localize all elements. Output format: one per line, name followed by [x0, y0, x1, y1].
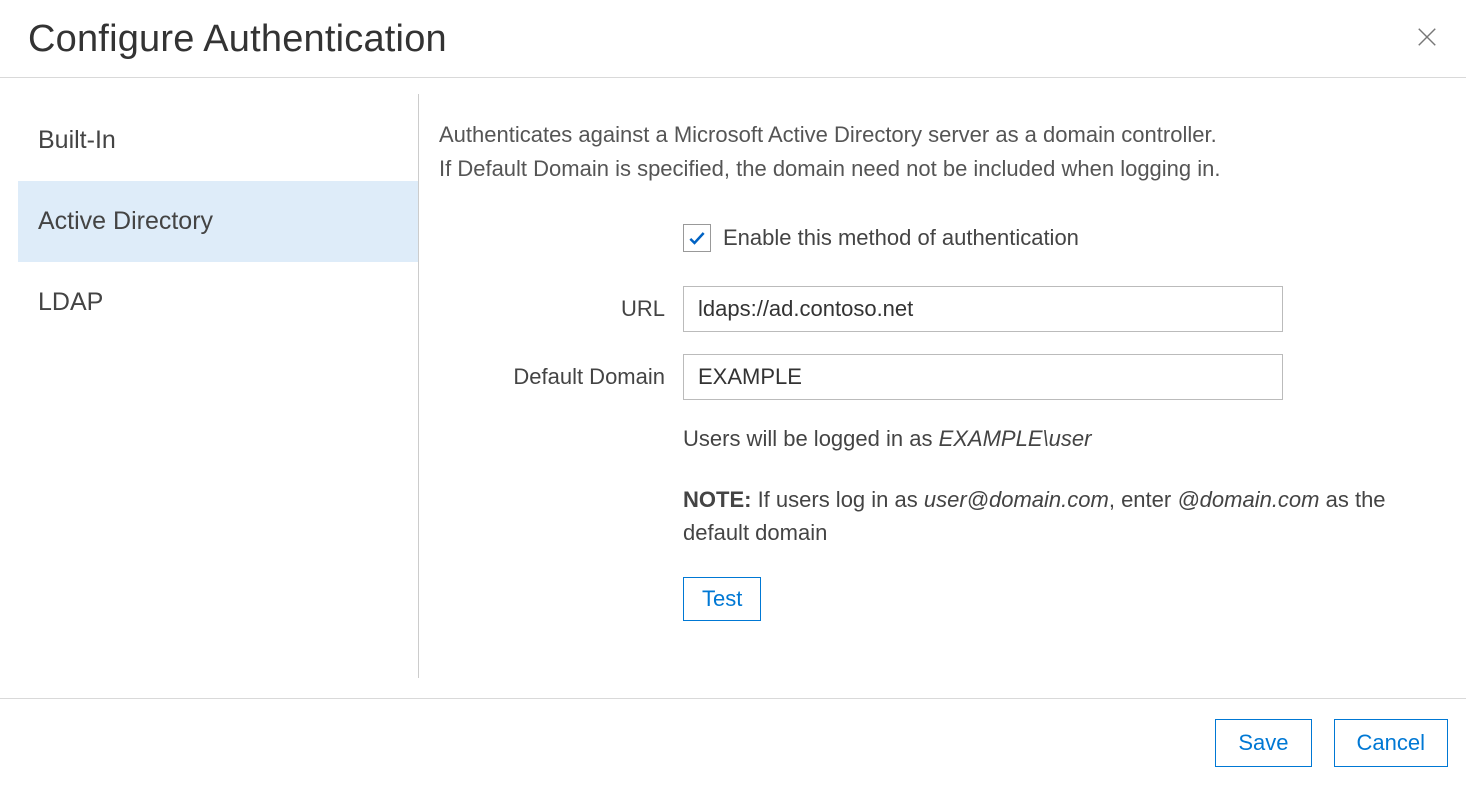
close-icon — [1416, 26, 1438, 48]
sidebar-item-built-in[interactable]: Built-In — [18, 100, 418, 181]
dialog-footer: Save Cancel — [0, 698, 1466, 787]
description-line-2: If Default Domain is specified, the doma… — [439, 156, 1221, 181]
note-text: NOTE: If users log in as user@domain.com… — [683, 483, 1403, 549]
sidebar: Built-In Active Directory LDAP — [0, 78, 418, 698]
default-domain-label: Default Domain — [439, 364, 683, 390]
url-row: URL — [439, 286, 1406, 332]
note-em-2: @domain.com — [1177, 487, 1319, 512]
save-button[interactable]: Save — [1215, 719, 1311, 767]
test-button[interactable]: Test — [683, 577, 761, 621]
enable-checkbox-label: Enable this method of authentication — [723, 225, 1079, 251]
sidebar-item-active-directory[interactable]: Active Directory — [18, 181, 418, 262]
sidebar-item-ldap[interactable]: LDAP — [18, 262, 418, 343]
note-text-1: If users log in as — [751, 487, 923, 512]
login-hint-prefix: Users will be logged in as — [683, 426, 939, 451]
enable-row: Enable this method of authentication — [439, 224, 1406, 252]
dialog-title: Configure Authentication — [28, 18, 447, 61]
note-em-1: user@domain.com — [924, 487, 1109, 512]
description-text: Authenticates against a Microsoft Active… — [439, 118, 1406, 186]
dialog-header: Configure Authentication — [0, 0, 1466, 78]
url-label: URL — [439, 296, 683, 322]
url-input[interactable] — [683, 286, 1283, 332]
main-panel: Authenticates against a Microsoft Active… — [419, 78, 1466, 698]
dialog-body: Built-In Active Directory LDAP Authentic… — [0, 78, 1466, 698]
note-label: NOTE: — [683, 487, 751, 512]
checkmark-icon — [687, 228, 707, 248]
enable-checkbox-wrap: Enable this method of authentication — [683, 224, 1283, 252]
cancel-button[interactable]: Cancel — [1334, 719, 1448, 767]
note-text-2: , enter — [1109, 487, 1177, 512]
default-domain-row: Default Domain — [439, 354, 1406, 400]
close-button[interactable] — [1412, 22, 1442, 57]
login-hint-example: EXAMPLE\user — [939, 426, 1092, 451]
login-hint: Users will be logged in as EXAMPLE\user — [683, 422, 1403, 455]
default-domain-input[interactable] — [683, 354, 1283, 400]
enable-checkbox[interactable] — [683, 224, 711, 252]
description-line-1: Authenticates against a Microsoft Active… — [439, 122, 1217, 147]
test-button-wrap: Test — [683, 577, 1406, 621]
